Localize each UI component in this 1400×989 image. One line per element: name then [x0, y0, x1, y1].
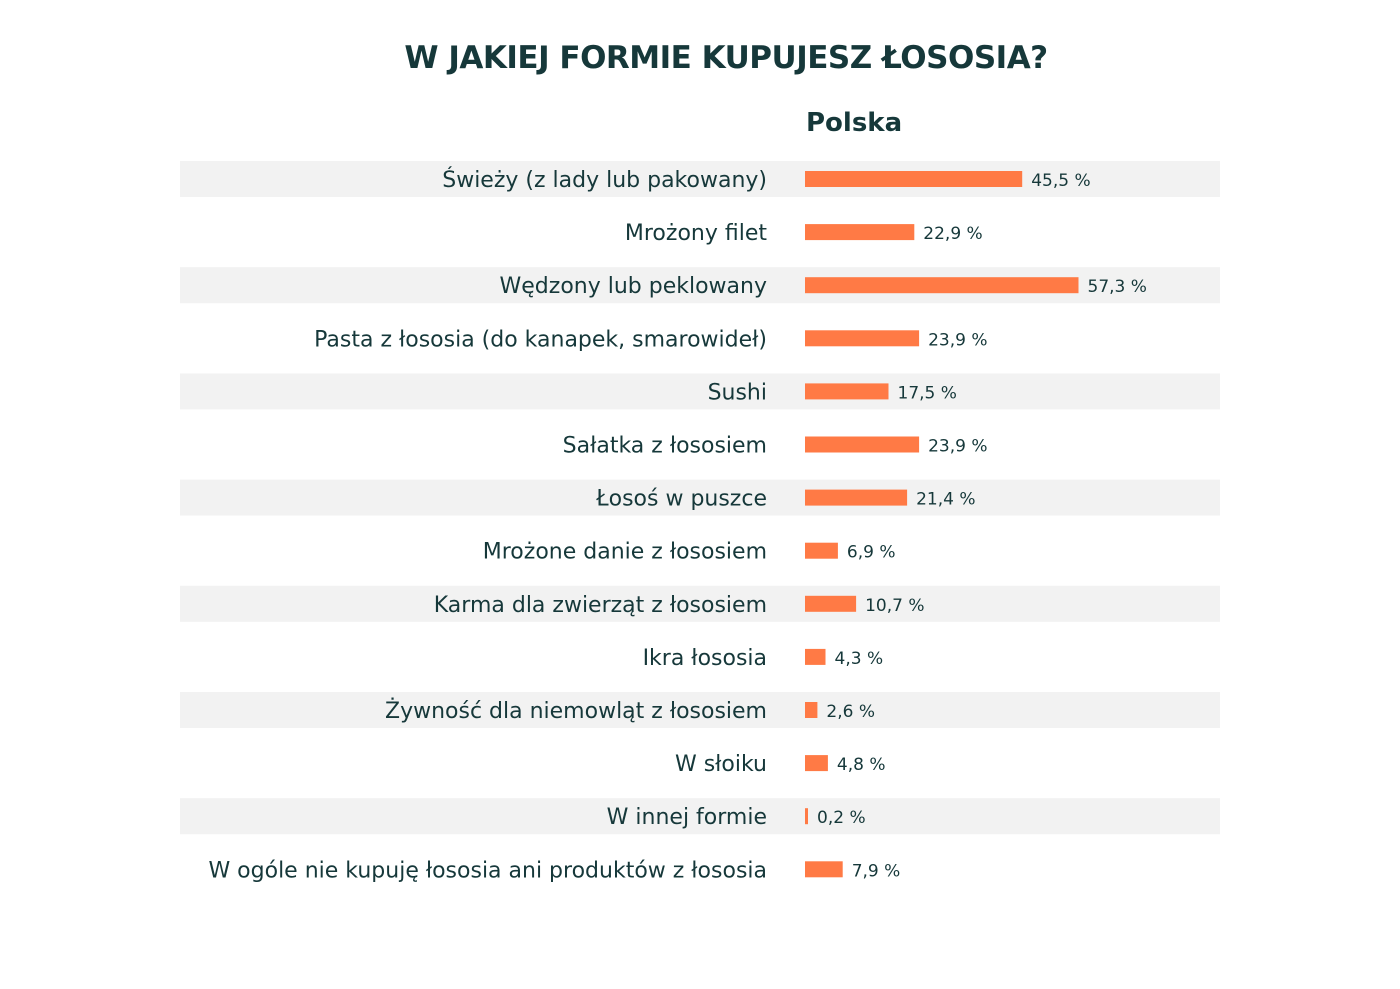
- value-label: 22,9 %: [923, 224, 982, 244]
- bar: [805, 702, 818, 718]
- value-label: 23,9 %: [928, 330, 987, 350]
- series-header: Polska: [806, 108, 903, 138]
- category-label: Pasta z łososia (do kanapek, smarowideł): [314, 327, 767, 352]
- value-label: 2,6 %: [826, 702, 875, 722]
- value-label: 45,5 %: [1031, 171, 1090, 191]
- category-label: W ogóle nie kupuję łososia ani produktów…: [208, 858, 767, 883]
- category-label: Świeży (z lady lub pakowany): [442, 167, 767, 193]
- category-label: Żywność dla niemowląt z łososiem: [385, 698, 767, 724]
- value-label: 10,7 %: [865, 596, 924, 616]
- value-label: 57,3 %: [1088, 277, 1147, 297]
- value-label: 7,9 %: [852, 861, 901, 881]
- value-label: 4,3 %: [835, 649, 884, 669]
- bar: [805, 489, 908, 506]
- category-label: W innej formie: [607, 805, 767, 830]
- bar: [805, 436, 920, 453]
- category-label: Mrożony filet: [625, 221, 767, 246]
- bar: [805, 277, 1079, 294]
- chart-title: W JAKIEJ FORMIE KUPUJESZ ŁOSOSIA?: [404, 40, 1048, 76]
- category-label: W słoiku: [675, 752, 767, 777]
- bar: [805, 648, 826, 665]
- row-stripe: [180, 585, 1220, 622]
- category-label: Wędzony lub peklowany: [500, 274, 767, 299]
- row-stripe: [180, 798, 1220, 835]
- bar: [805, 595, 857, 612]
- category-label: Mrożone danie z łososiem: [483, 540, 767, 565]
- value-label: 6,9 %: [847, 543, 896, 563]
- category-label: Ikra łososia: [643, 646, 767, 671]
- bar: [805, 861, 843, 878]
- row-stripe: [180, 479, 1220, 516]
- bar: [805, 542, 838, 559]
- row-stripe: [180, 373, 1220, 410]
- row-stripe: [180, 161, 1220, 197]
- bar: [805, 224, 915, 241]
- category-label: Sushi: [708, 380, 767, 405]
- bar: [805, 755, 828, 772]
- value-label: 21,4 %: [916, 490, 975, 510]
- row-stripe: [180, 692, 1220, 728]
- category-label: Karma dla zwierząt z łososiem: [434, 593, 767, 618]
- bar: [805, 171, 1023, 187]
- value-label: 0,2 %: [817, 808, 866, 828]
- category-label: Sałatka z łososiem: [563, 434, 767, 459]
- value-label: 4,8 %: [837, 755, 886, 775]
- bar: [805, 808, 808, 825]
- bar: [805, 330, 920, 347]
- value-label: 23,9 %: [928, 437, 987, 457]
- category-label: Łosoś w puszce: [595, 487, 767, 512]
- bar: [805, 383, 889, 400]
- value-label: 17,5 %: [898, 383, 957, 403]
